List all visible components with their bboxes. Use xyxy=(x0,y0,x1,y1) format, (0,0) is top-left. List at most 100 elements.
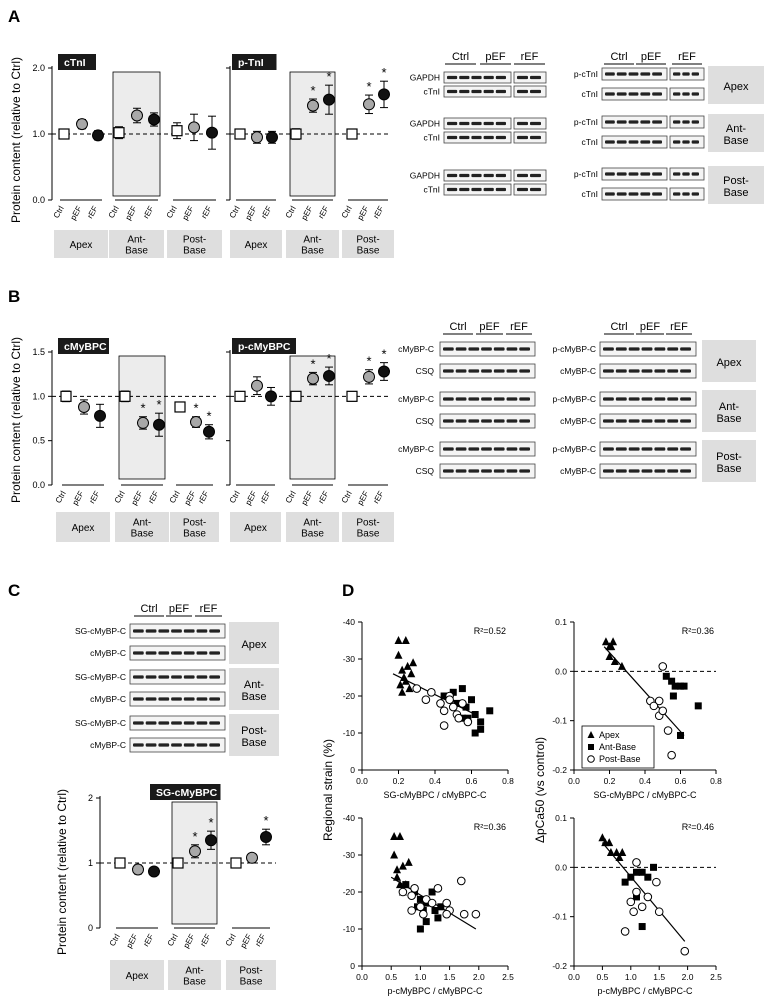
blot-band xyxy=(196,675,208,679)
point-postbase xyxy=(454,713,464,723)
y-tick-label: -10 xyxy=(343,924,356,934)
blot-band xyxy=(667,469,679,473)
data-point-ctrl xyxy=(234,390,246,402)
blot-row-label: SG-cMyBP-C xyxy=(75,672,126,682)
region-box xyxy=(54,230,108,258)
point-postbase xyxy=(445,695,454,705)
blot-band xyxy=(209,629,220,633)
blot-band xyxy=(517,89,528,94)
significance-star: * xyxy=(140,401,145,416)
blot-band xyxy=(628,72,639,76)
region-box xyxy=(286,230,339,258)
blot-band xyxy=(517,173,528,178)
blot-band xyxy=(519,447,530,451)
region-label: Post-Base xyxy=(183,235,207,257)
blot-group-label: Ctrl xyxy=(452,51,469,63)
blot-region-label: Post-Base xyxy=(241,725,267,749)
point-antbase xyxy=(428,888,436,896)
blot-band xyxy=(680,419,691,423)
region-box xyxy=(342,512,394,542)
point-apex xyxy=(615,852,624,861)
r-squared: R²=0.46 xyxy=(682,822,714,832)
x-group-label: rEF xyxy=(141,204,155,220)
scatter-D2: 0.0 0.2 0.4 0.6 0.8 0.1 0.0 -0.1 -0.2 SG-cMyBPC /… xyxy=(552,617,722,800)
blot-band xyxy=(468,419,480,423)
x-group-label: pEF xyxy=(300,489,315,506)
blot-band xyxy=(615,419,627,423)
point-antbase xyxy=(677,731,684,739)
data-point-ctrl xyxy=(172,857,184,869)
point-postbase xyxy=(448,702,458,712)
point-postbase xyxy=(419,909,428,919)
blot-band xyxy=(447,187,458,192)
point-apex xyxy=(612,848,621,857)
region-label: Post-Base xyxy=(356,518,380,540)
data-point-pef xyxy=(188,121,200,134)
point-antbase xyxy=(662,672,670,680)
blot-band xyxy=(652,172,662,176)
blot-band xyxy=(691,192,699,196)
point-postbase xyxy=(649,701,659,711)
x-group-label: rEF xyxy=(196,489,210,505)
point-apex xyxy=(390,832,399,840)
point-antbase xyxy=(416,925,424,933)
x-group-label: rEF xyxy=(85,204,99,220)
blot-band xyxy=(519,397,530,401)
blot-region-label: Post-Base xyxy=(716,451,742,475)
blot-row-label: CSQ xyxy=(416,366,435,376)
blot-band xyxy=(447,121,458,126)
x-group-label: rEF xyxy=(371,204,385,220)
blot-band xyxy=(495,75,506,80)
region-box xyxy=(342,230,394,258)
blot-band xyxy=(667,419,679,423)
y-tick-label: 1 xyxy=(88,858,93,868)
blot-band xyxy=(652,120,662,124)
data-point-pef xyxy=(78,400,90,413)
y-tick-label: 2 xyxy=(88,793,93,803)
point-antbase xyxy=(468,696,475,704)
point-apex xyxy=(395,880,404,889)
data-point-ref xyxy=(205,834,217,847)
blot-band xyxy=(615,369,627,373)
point-antbase xyxy=(632,893,640,901)
blot-band xyxy=(691,172,699,176)
point-apex xyxy=(601,637,610,646)
blot-band xyxy=(447,89,458,94)
blot-band xyxy=(171,651,182,655)
blot-band xyxy=(506,447,518,451)
point-postbase xyxy=(407,891,416,901)
x-tick-label: 0.0 xyxy=(568,972,580,982)
blot-band xyxy=(493,469,505,473)
x-group-label: rEF xyxy=(198,932,212,948)
data-point-ctrl xyxy=(230,857,242,869)
region-label: Ant-Base xyxy=(301,518,324,540)
blot-band xyxy=(196,629,208,633)
blot-band xyxy=(158,743,170,747)
data-point-ctrl xyxy=(113,127,125,139)
blot-band xyxy=(447,75,458,80)
point-antbase xyxy=(458,685,466,693)
blot-group-label: Ctrl xyxy=(610,321,627,333)
blot-region-label: Ant-Base xyxy=(241,679,266,703)
blot-band xyxy=(517,75,528,80)
legend-label: Apex xyxy=(599,730,620,740)
blot-band xyxy=(667,347,679,351)
blot-band xyxy=(680,447,691,451)
blot-row-label: cTnI xyxy=(423,87,440,97)
data-point-pef xyxy=(132,863,144,876)
x-group-label: pEF xyxy=(356,489,371,506)
significance-star: * xyxy=(381,65,386,80)
blot-band xyxy=(615,347,627,351)
point-apex xyxy=(394,636,403,644)
point-apex xyxy=(601,838,610,847)
blot-row-label: SG-cMyBP-C xyxy=(75,626,126,636)
legend-marker-antbase xyxy=(588,744,594,750)
panel-label-b: B xyxy=(8,287,20,306)
region-label: Ant-Base xyxy=(301,235,324,257)
blot-band xyxy=(603,397,614,401)
blot-row-label: cMyBP-C xyxy=(398,394,434,404)
blot-row-label: p-cTnI xyxy=(574,117,598,127)
blot-band xyxy=(481,419,492,423)
point-apex xyxy=(396,680,405,689)
blot-band xyxy=(680,369,691,373)
